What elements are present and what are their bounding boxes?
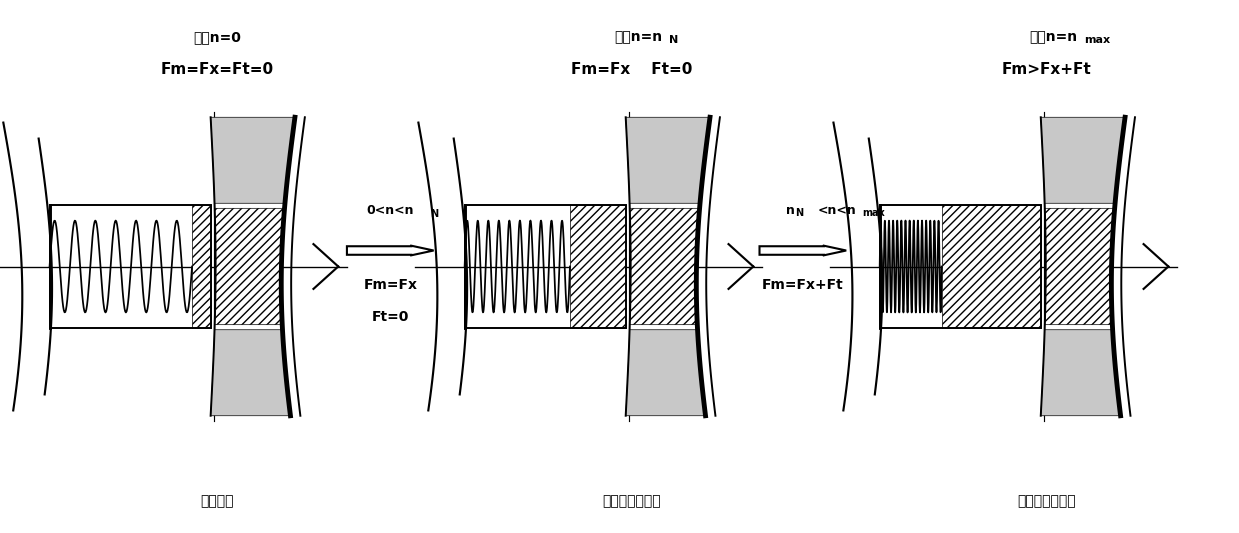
Polygon shape (211, 330, 290, 416)
Text: N: N (795, 208, 804, 218)
Bar (570, 205, 626, 328)
Text: 弱磁通极限位置: 弱磁通极限位置 (1017, 494, 1077, 508)
Polygon shape (626, 117, 710, 203)
Bar (880, 205, 1041, 328)
Text: 0<n<n: 0<n<n (367, 204, 414, 217)
Text: Fm=Fx+Ft: Fm=Fx+Ft (762, 278, 844, 292)
Polygon shape (626, 330, 705, 416)
Polygon shape (214, 208, 285, 325)
Text: 恒磁通极限位置: 恒磁通极限位置 (602, 494, 662, 508)
Text: N: N (669, 35, 678, 45)
Text: 转速n=n: 转速n=n (1030, 30, 1077, 44)
Polygon shape (629, 208, 700, 325)
Polygon shape (1044, 208, 1115, 325)
Text: 初始位置: 初始位置 (199, 494, 234, 508)
Bar (192, 205, 211, 328)
Polygon shape (1041, 330, 1120, 416)
Bar (465, 205, 626, 328)
Text: Fm=Fx: Fm=Fx (363, 278, 418, 292)
Text: Fm=Fx=Ft=0: Fm=Fx=Ft=0 (160, 62, 274, 77)
Text: N: N (430, 209, 439, 219)
Polygon shape (211, 117, 295, 203)
Polygon shape (1041, 117, 1125, 203)
Bar (942, 205, 1041, 328)
Polygon shape (760, 246, 846, 255)
Bar (50, 205, 211, 328)
Text: Fm>Fx+Ft: Fm>Fx+Ft (1002, 62, 1092, 77)
Text: 转速n=0: 转速n=0 (193, 30, 240, 44)
Text: max: max (1084, 35, 1110, 45)
Polygon shape (347, 246, 434, 255)
Text: n: n (786, 204, 795, 217)
Text: Ft=0: Ft=0 (372, 310, 409, 324)
Text: 转速n=n: 转速n=n (615, 30, 662, 44)
Text: max: max (862, 208, 885, 218)
Text: Fm=Fx    Ft=0: Fm=Fx Ft=0 (571, 62, 693, 77)
Text: <n<n: <n<n (818, 204, 856, 217)
